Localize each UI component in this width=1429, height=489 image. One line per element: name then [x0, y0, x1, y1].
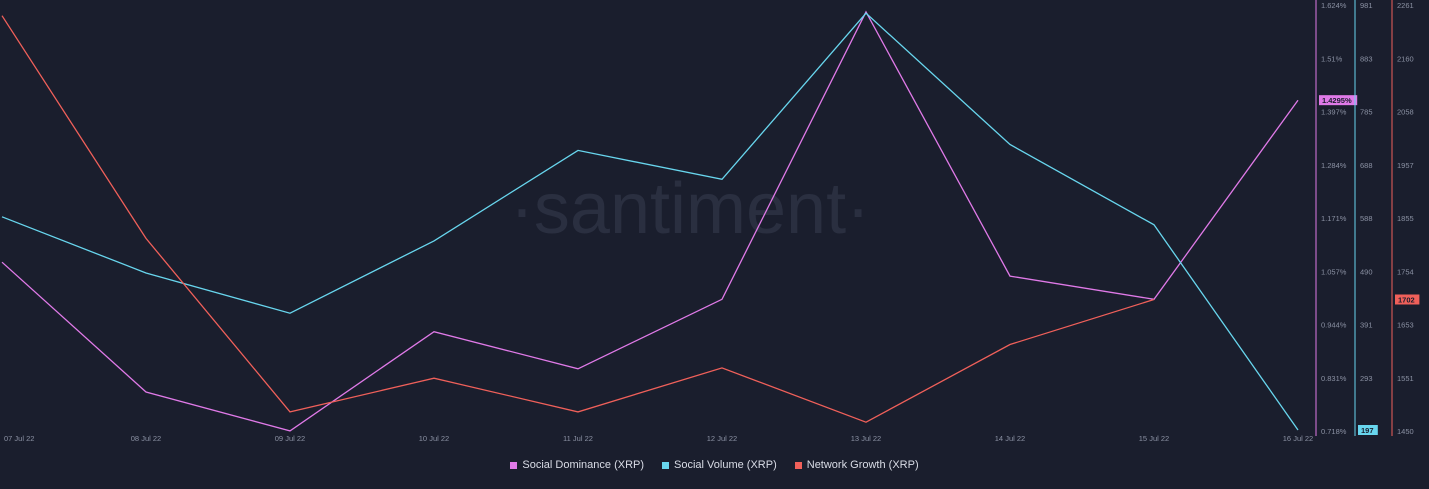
current-value-label-social-dominance: 1.4295%	[1322, 96, 1352, 105]
y-tick-social-dominance: 1.51%	[1321, 54, 1343, 63]
y-tick-social-volume: 785	[1360, 108, 1373, 117]
y-tick-social-volume: 883	[1360, 54, 1373, 63]
x-tick-label: 15 Jul 22	[1139, 434, 1169, 443]
y-tick-network-growth: 1551	[1397, 374, 1414, 383]
y-tick-network-growth: 1957	[1397, 161, 1414, 170]
y-tick-social-dominance: 0.718%	[1321, 427, 1347, 436]
legend-item-social-volume[interactable]: Social Volume (XRP)	[662, 459, 777, 471]
legend-item-social-dominance[interactable]: Social Dominance (XRP)	[510, 459, 644, 471]
y-tick-network-growth: 1855	[1397, 214, 1414, 223]
x-tick-label: 14 Jul 22	[995, 434, 1025, 443]
y-tick-network-growth: 1754	[1397, 267, 1414, 276]
y-tick-social-volume: 293	[1360, 374, 1373, 383]
x-tick-label: 13 Jul 22	[851, 434, 881, 443]
y-tick-network-growth: 2160	[1397, 54, 1414, 63]
series-line-network-growth	[1, 15, 1155, 423]
current-value-badge-social-dominance	[1319, 95, 1358, 106]
y-tick-social-dominance: 0.831%	[1321, 374, 1347, 383]
current-value-badge-social-volume	[1358, 425, 1378, 435]
y-tick-social-volume: 588	[1360, 214, 1373, 223]
y-tick-social-dominance: 1.284%	[1321, 161, 1347, 170]
y-tick-social-dominance: 1.171%	[1321, 214, 1347, 223]
x-tick-label: 09 Jul 22	[275, 434, 305, 443]
y-tick-social-dominance: 1.624%	[1321, 1, 1347, 10]
series-line-social-volume	[1, 12, 1299, 431]
current-value-label-network-growth: 1702	[1398, 295, 1415, 304]
chart-legend: Social Dominance (XRP) Social Volume (XRP…	[0, 459, 1429, 471]
y-tick-network-growth: 2261	[1397, 1, 1414, 10]
current-value-label-social-volume: 197	[1361, 426, 1374, 435]
y-tick-social-volume: 688	[1360, 161, 1373, 170]
legend-label: Social Dominance (XRP)	[522, 459, 645, 471]
y-tick-social-volume: 490	[1360, 267, 1373, 276]
x-tick-label: 11 Jul 22	[563, 434, 593, 443]
y-tick-network-growth: 1653	[1397, 321, 1414, 330]
x-tick-label: 10 Jul 22	[419, 434, 449, 443]
legend-label: Network Growth (XRP)	[806, 459, 919, 471]
y-tick-social-volume: 391	[1360, 321, 1373, 330]
y-tick-social-volume: 981	[1360, 1, 1373, 10]
x-tick-label: 16 Jul 22	[1283, 434, 1313, 443]
y-tick-social-dominance: 1.397%	[1321, 108, 1347, 117]
legend-item-network-growth[interactable]: Network Growth (XRP)	[794, 459, 919, 471]
current-value-badge-network-growth	[1395, 294, 1420, 305]
legend-swatch	[662, 461, 670, 469]
x-tick-label: 08 Jul 22	[131, 434, 161, 443]
legend-swatch	[510, 461, 518, 469]
legend-label: Social Volume (XRP)	[674, 459, 777, 471]
y-tick-network-growth: 1450	[1397, 427, 1414, 436]
y-tick-network-growth: 2058	[1397, 108, 1414, 117]
x-tick-label: 07 Jul 22	[4, 434, 34, 443]
y-tick-social-dominance: 0.944%	[1321, 321, 1347, 330]
legend-swatch	[794, 461, 802, 469]
y-tick-social-dominance: 1.057%	[1321, 267, 1347, 276]
watermark: ·santiment·	[510, 169, 870, 249]
series-line-social-dominance	[1, 10, 1299, 432]
x-tick-label: 12 Jul 22	[707, 434, 737, 443]
